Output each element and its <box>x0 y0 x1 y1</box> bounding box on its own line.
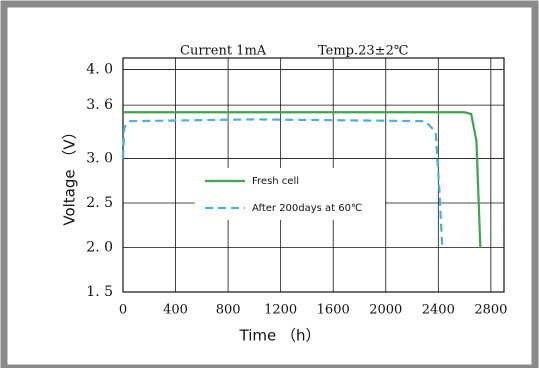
line <box>121 118 444 248</box>
annotation: Current 1mA <box>180 44 267 59</box>
legend-label: Fresh cell <box>252 176 299 187</box>
annotation: Temp.23±2℃ <box>318 44 408 59</box>
x-tick-label: 2400 <box>422 303 455 318</box>
x-tick-label: 1600 <box>317 303 350 318</box>
y-tick-label: 1. 5 <box>86 284 113 300</box>
x-tick-label: 1200 <box>264 303 297 318</box>
x-tick-label: 0 <box>119 303 127 318</box>
x-axis-label: Time （h） <box>239 327 321 345</box>
y-tick-label: 3. 0 <box>86 151 113 167</box>
x-tick-label: 800 <box>216 303 241 318</box>
y-tick-label: 3. 6 <box>86 97 113 113</box>
x-tick-label: 2800 <box>474 303 507 318</box>
legend <box>195 168 385 220</box>
y-axis-label: Voltage （V） <box>61 124 79 225</box>
legend-label: After 200days at 60℃ <box>252 203 362 214</box>
x-tick-label: 2000 <box>369 303 402 318</box>
line <box>123 111 482 248</box>
x-tick-label: 400 <box>163 303 188 318</box>
y-tick-label: 2. 0 <box>86 240 113 256</box>
y-tick-label: 4. 0 <box>86 62 113 78</box>
y-tick-label: 2. 5 <box>86 195 113 211</box>
